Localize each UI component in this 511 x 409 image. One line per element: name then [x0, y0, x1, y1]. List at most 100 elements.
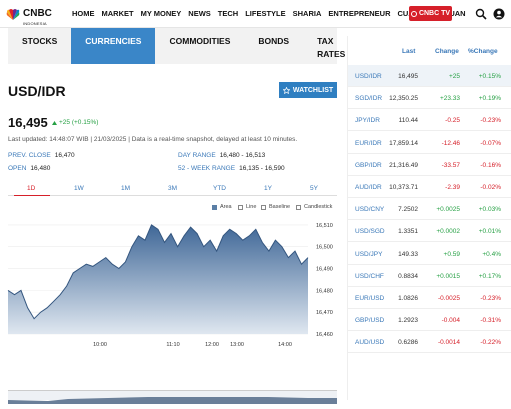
row-pair-name: JPY/IDR — [355, 117, 380, 125]
watchlist-label: WATCHLIST — [292, 86, 334, 94]
price-chart[interactable]: 16,510 16,500 16,490 16,480 16,470 16,460 10:… — [0, 210, 345, 350]
range-5y[interactable]: 5Y — [310, 185, 318, 192]
price-area — [8, 224, 308, 334]
row-pair-name: USD/IDR — [355, 73, 382, 80]
price-change: +25 (+0.15%) — [52, 119, 98, 126]
line-checkbox[interactable] — [238, 204, 243, 210]
y-axis-ticks: 16,510 16,500 16,490 16,480 16,470 16,460 — [316, 223, 333, 338]
row-last-value: 0.6286 — [398, 339, 418, 347]
range-3m[interactable]: 3M — [168, 185, 178, 192]
baseline-checkbox[interactable] — [261, 204, 266, 210]
range-1d[interactable]: 1D — [27, 185, 36, 192]
tab-commodities[interactable]: COMMODITIES — [169, 36, 231, 46]
star-icon — [282, 86, 290, 94]
market-tabs: STOCKS CURRENCIES COMMODITIES BONDS TAX … — [8, 28, 345, 64]
range-ytd[interactable]: YTD — [213, 185, 226, 192]
up-arrow-icon — [52, 120, 57, 125]
logo-subtext: INDONESIA — [23, 20, 47, 26]
row-change-value: -33.57 — [441, 161, 460, 169]
range-1w[interactable]: 1W — [74, 185, 84, 192]
y-tick-label: 16,510 — [316, 223, 333, 229]
row-pair-name: USD/CHF — [355, 272, 384, 280]
table-row[interactable]: JPY/IDR 110.44 -0.25 -0.23% — [348, 109, 511, 132]
price-change-text: +25 (+0.15%) — [59, 119, 99, 126]
row-last-value: 149.33 — [398, 250, 418, 258]
x-tick-label: 14:00 — [278, 342, 292, 348]
table-row[interactable]: USD/JPY 149.33 +0.59 +0.4% — [348, 243, 511, 265]
table-row[interactable]: GBP/IDR 21,316.49 -33.57 -0.16% — [348, 154, 511, 176]
row-pair-name: AUD/USD — [355, 339, 385, 347]
row-last-value: 1.2923 — [398, 317, 418, 325]
nav-sharia[interactable]: SHARIA — [292, 9, 322, 18]
x-tick-label: 11:10 — [166, 342, 179, 348]
nav-tech[interactable]: TECH — [217, 9, 239, 18]
row-change-value: -0.004 — [441, 317, 460, 325]
area-checkbox[interactable] — [212, 204, 217, 210]
row-pct-change-value: +0.4% — [482, 250, 501, 258]
table-row[interactable]: EUR/IDR 17,859.14 -12.46 -0.07% — [348, 132, 511, 154]
row-change-value: -0.0025 — [437, 295, 460, 302]
tab-currencies[interactable]: CURRENCIES — [71, 28, 156, 64]
row-change-value: -12.46 — [441, 139, 460, 147]
open-stat: OPEN 16,480 — [8, 165, 50, 172]
cnbc-logo[interactable]: CNBC INDONESIA — [6, 5, 64, 26]
row-change-value: +0.59 — [443, 250, 460, 258]
nav-entrepreneur[interactable]: ENTREPRENEUR — [328, 9, 391, 18]
candlestick-checkbox[interactable] — [296, 204, 301, 210]
row-change-value: +25 — [448, 73, 460, 80]
tab-tax-rates[interactable]: TAX RATES — [317, 36, 346, 59]
chart-navigator[interactable] — [8, 390, 337, 404]
nav-news[interactable]: NEWS — [188, 9, 211, 18]
prev-close-value: 16,470 — [54, 152, 75, 159]
chart-type-area[interactable]: Area — [212, 204, 232, 210]
row-pct-change-value: +0.15% — [478, 73, 501, 80]
range-1m[interactable]: 1M — [121, 185, 131, 192]
table-row[interactable]: USD/CNY 7.2502 +0.0025 +0.03% — [348, 198, 511, 221]
row-last-value: 10,373.71 — [389, 184, 418, 191]
pair-title: USD/IDR — [8, 83, 66, 99]
range-1y[interactable]: 1Y — [264, 185, 272, 192]
table-row[interactable]: GBP/USD 1.2923 -0.004 -0.31% — [348, 309, 511, 332]
nav-home[interactable]: HOME — [72, 9, 95, 18]
row-change-value: +0.0025 — [436, 206, 460, 214]
row-pair-name: USD/CNY — [355, 206, 385, 214]
y-tick-label: 16,480 — [316, 288, 333, 294]
row-pct-change-value: -0.22% — [480, 339, 501, 347]
row-pair-name: USD/JPY — [355, 250, 383, 258]
table-row[interactable]: EUR/USD 1.0826 -0.0025 -0.23% — [348, 287, 511, 309]
table-row[interactable]: AUD/USD 0.6286 -0.0014 -0.22% — [348, 331, 511, 354]
table-row[interactable]: USD/SGD 1.3351 +0.0002 +0.01% — [348, 220, 511, 243]
navigator-preview — [8, 397, 337, 404]
table-row[interactable]: USD/IDR 16,495 +25 +0.15% — [348, 65, 511, 87]
nav-my-money[interactable]: MY MONEY — [140, 9, 182, 18]
x-tick-label: 10:00 — [93, 342, 107, 348]
cnbc-tv-button[interactable]: CNBC TV — [409, 6, 452, 21]
table-row[interactable]: USD/CHF 0.8834 +0.0015 +0.17% — [348, 265, 511, 287]
chart-type-candlestick[interactable]: Candlestick — [296, 204, 332, 210]
row-last-value: 17,859.14 — [389, 139, 418, 147]
chart-type-baseline[interactable]: Baseline — [261, 204, 290, 210]
tab-stocks[interactable]: STOCKS — [22, 36, 58, 46]
tab-bonds[interactable]: BONDS — [258, 36, 290, 46]
prev-close-label: PREV. CLOSE — [8, 152, 51, 159]
peacock-icon — [6, 9, 20, 20]
chart-type-line[interactable]: Line — [238, 204, 256, 210]
row-change-value: +23.33 — [439, 95, 460, 103]
search-icon[interactable] — [475, 8, 487, 20]
row-pct-change-value: -0.02% — [480, 184, 501, 191]
row-pct-change-value: +0.19% — [478, 95, 501, 103]
y-tick-label: 16,500 — [316, 245, 333, 251]
table-row[interactable]: AUD/IDR 10,373.71 -2.39 -0.02% — [348, 176, 511, 198]
row-pair-name: GBP/IDR — [355, 161, 382, 169]
user-icon[interactable] — [493, 8, 505, 20]
candlestick-label: Candlestick — [304, 204, 333, 210]
row-change-value: -0.0014 — [437, 339, 460, 347]
watchlist-button[interactable]: WATCHLIST — [279, 82, 337, 98]
row-pct-change-value: -0.23% — [480, 117, 501, 125]
nav-market[interactable]: MARKET — [101, 9, 134, 18]
open-value: 16,480 — [30, 165, 51, 172]
table-row[interactable]: SGD/IDR 12,350.25 +23.33 +0.19% — [348, 87, 511, 110]
row-pct-change-value: -0.31% — [480, 317, 501, 325]
nav-lifestyle[interactable]: LIFESTYLE — [245, 9, 286, 18]
row-change-value: +0.0015 — [436, 272, 460, 280]
